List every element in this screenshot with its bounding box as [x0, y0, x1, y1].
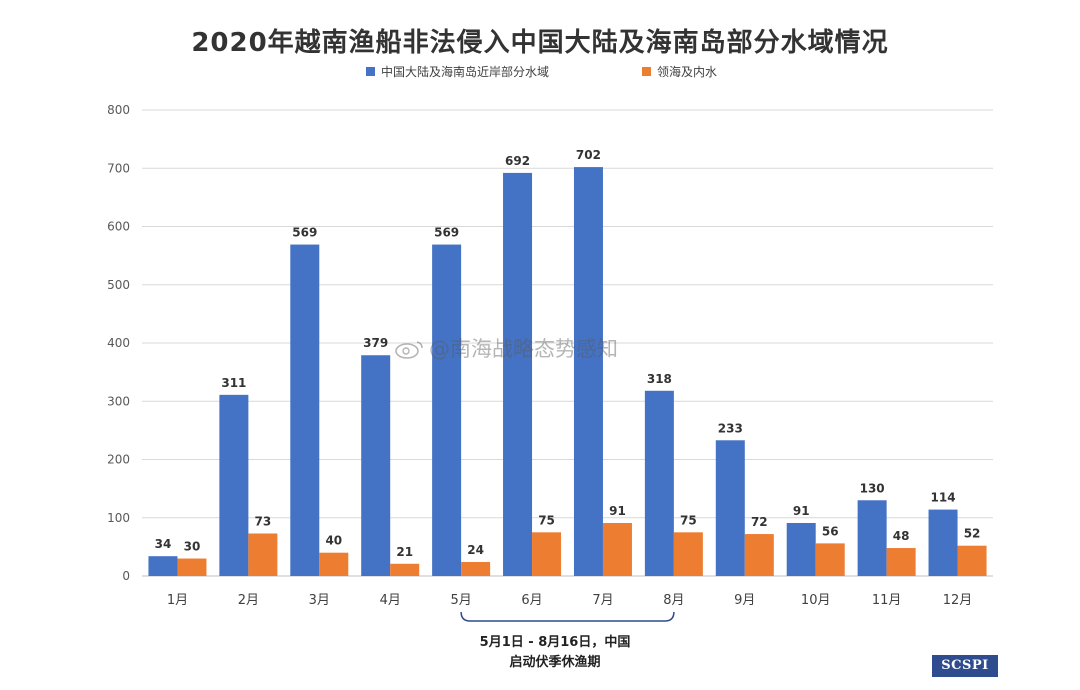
chart-title: 2020年越南渔船非法侵入中国大陆及海南岛部分水域情况	[191, 28, 889, 58]
data-label: 56	[822, 524, 839, 538]
bar-territorial	[532, 532, 562, 576]
bar-territorial	[602, 522, 632, 576]
data-label: 379	[363, 336, 388, 350]
x-tick-label: 8月	[663, 593, 684, 608]
bar-coastal	[148, 556, 178, 576]
legend-label: 领海及内水	[657, 64, 717, 79]
legend-swatch	[642, 67, 651, 76]
bar-territorial	[886, 548, 916, 576]
data-label: 91	[793, 504, 810, 518]
bar-coastal	[857, 500, 887, 576]
data-label: 72	[751, 515, 768, 529]
bar-coastal	[432, 244, 462, 576]
data-label: 702	[576, 148, 601, 162]
bar-territorial	[461, 562, 491, 576]
bar-coastal	[928, 509, 958, 576]
bar-coastal	[786, 522, 816, 576]
y-tick-label: 200	[107, 453, 130, 467]
period-bracket	[460, 611, 675, 622]
x-tick-label: 11月	[872, 593, 902, 608]
data-label: 34	[155, 537, 172, 551]
data-label: 75	[680, 513, 697, 527]
data-label: 114	[931, 491, 956, 505]
fishing-moratorium-note: 5月1日 - 8月16日，中国 启动伏季休渔期	[445, 633, 665, 673]
data-label: 75	[538, 513, 555, 527]
y-tick-label: 0	[122, 569, 130, 583]
bar-coastal	[503, 172, 533, 576]
data-label: 569	[292, 226, 317, 240]
bar-territorial	[957, 545, 987, 576]
weibo-watermark: @南海战略态势感知	[395, 333, 618, 363]
x-tick-label: 4月	[380, 593, 401, 608]
bar-coastal	[715, 440, 745, 576]
x-tick-label: 5月	[450, 593, 471, 608]
data-label: 130	[860, 481, 885, 495]
bar-coastal	[573, 167, 603, 576]
bar-territorial	[177, 558, 207, 576]
data-label: 30	[184, 540, 201, 554]
bar-territorial	[815, 543, 845, 576]
y-tick-label: 100	[107, 511, 130, 525]
x-tick-label: 9月	[734, 593, 755, 608]
bar-coastal	[219, 394, 249, 576]
y-tick-label: 300	[107, 394, 130, 408]
data-label: 40	[325, 534, 342, 548]
x-tick-label: 12月	[943, 593, 973, 608]
bar-territorial	[248, 533, 278, 576]
bar-territorial	[319, 552, 349, 576]
bar-territorial	[390, 563, 420, 576]
legend-swatch	[366, 67, 375, 76]
data-label: 311	[221, 376, 246, 390]
scspi-logo: SCSPI	[932, 655, 998, 677]
bar-coastal	[290, 244, 320, 576]
y-tick-label: 700	[107, 161, 130, 175]
x-tick-label: 1月	[167, 593, 188, 608]
data-label: 91	[609, 504, 626, 518]
y-tick-label: 600	[107, 220, 130, 234]
data-label: 24	[467, 543, 484, 557]
weibo-icon	[395, 341, 423, 359]
bar-territorial	[673, 532, 703, 576]
data-label: 52	[964, 527, 981, 541]
bar-coastal	[361, 355, 391, 576]
x-tick-label: 2月	[238, 593, 259, 608]
watermark-text: @南海战略态势感知	[429, 337, 618, 361]
data-label: 21	[396, 545, 413, 559]
x-tick-label: 3月	[309, 593, 330, 608]
bar-coastal	[644, 390, 674, 576]
data-label: 692	[505, 154, 530, 168]
note-line-1: 5月1日 - 8月16日，中国	[479, 635, 631, 650]
y-tick-label: 500	[107, 278, 130, 292]
bar-territorial	[744, 534, 774, 576]
data-label: 569	[434, 226, 459, 240]
x-tick-label: 10月	[801, 593, 831, 608]
data-label: 73	[255, 514, 272, 528]
data-label: 48	[893, 529, 910, 543]
x-tick-label: 6月	[521, 593, 542, 608]
data-label: 318	[647, 372, 672, 386]
note-line-2: 启动伏季休渔期	[509, 655, 601, 670]
data-label: 233	[718, 421, 743, 435]
y-tick-label: 800	[107, 103, 130, 117]
legend-label: 中国大陆及海南岛近岸部分水域	[381, 64, 549, 79]
y-tick-label: 400	[107, 336, 130, 350]
x-tick-label: 7月	[592, 593, 613, 608]
